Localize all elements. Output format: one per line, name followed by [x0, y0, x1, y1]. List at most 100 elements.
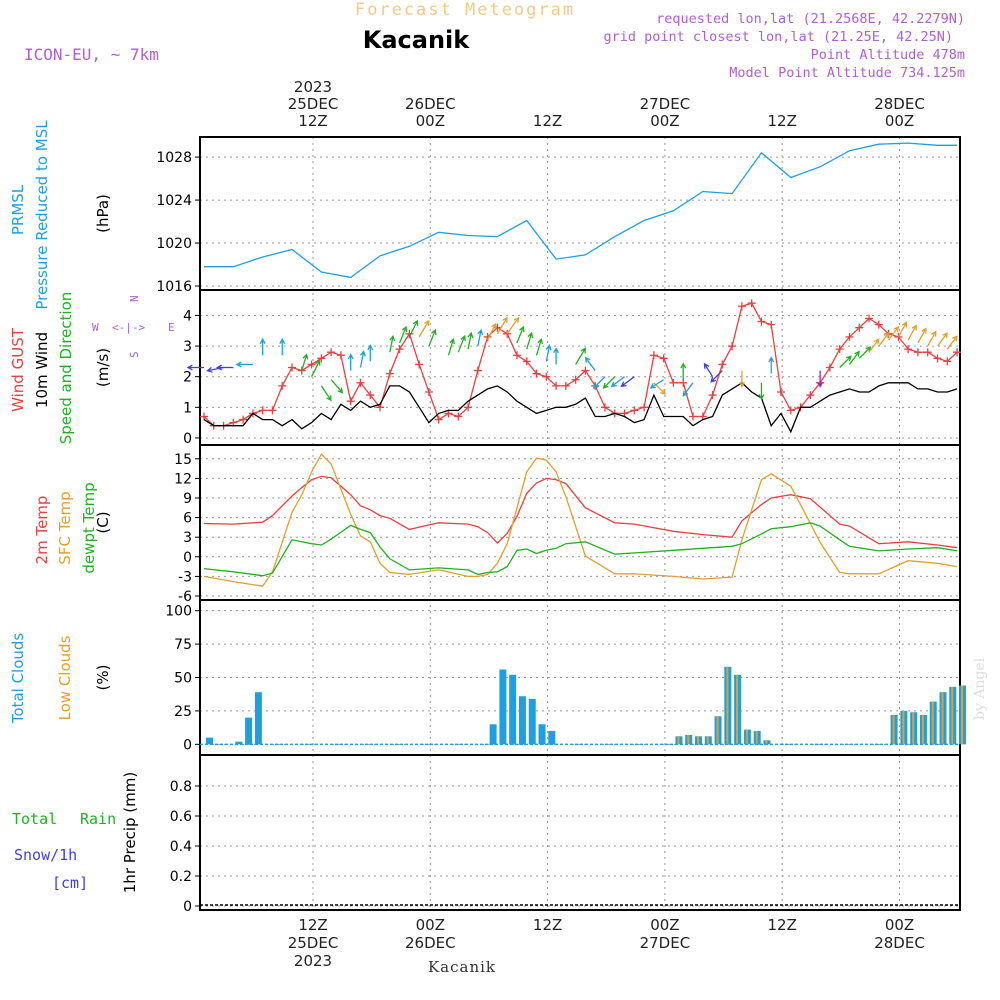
wind-direction-arrow	[259, 337, 266, 356]
cloud-label-low: Low Clouds	[56, 635, 74, 720]
wind-direction-arrow	[457, 334, 466, 353]
gust-marker	[913, 348, 922, 357]
y-tick-label: 1028	[156, 150, 192, 166]
total-cloud-bar	[509, 674, 517, 745]
wind-direction-arrow	[330, 379, 344, 394]
temp-label-2m: 2m Temp	[33, 496, 51, 565]
y-tick-label: 0.6	[170, 809, 192, 825]
gust-marker	[718, 360, 727, 369]
gust-marker	[239, 415, 248, 424]
top-time-label: 12Z	[298, 112, 327, 130]
gust-marker	[689, 412, 697, 421]
bottom-time-label: 12Z	[298, 916, 327, 934]
low-cloud-bar	[706, 736, 709, 745]
point-altitude: Point Altitude 478m	[811, 47, 965, 63]
gust-marker	[503, 329, 512, 338]
y-tick-label: 0.4	[170, 839, 192, 855]
gust-marker	[297, 366, 306, 375]
gust-marker	[473, 366, 482, 375]
gust-marker	[669, 378, 678, 387]
gridpoint-coords: grid point closest lon,lat (21.25E, 42.2…	[604, 29, 954, 45]
wind-direction-arrow	[620, 376, 635, 388]
gust-marker	[640, 403, 649, 412]
low-cloud-bar	[736, 674, 739, 745]
low-cloud-bar	[912, 712, 915, 745]
top-time-label: 27DEC	[640, 95, 691, 113]
wind-direction-arrow	[738, 370, 745, 388]
gust-marker	[865, 314, 874, 323]
gust-marker	[346, 397, 355, 406]
gust-marker	[649, 351, 658, 360]
bottom-time-label: 00Z	[416, 916, 445, 934]
model-altitude: Model Point Altitude 734.125m	[729, 65, 965, 81]
wind-direction-arrow	[347, 353, 354, 371]
gust-marker	[522, 357, 531, 366]
y-tick-label: 1016	[156, 279, 192, 295]
wind-direction-arrow	[487, 322, 497, 341]
wind-direction-arrow	[215, 364, 234, 371]
wind-label-10m: 10m Wind	[33, 332, 51, 408]
gust-marker	[855, 323, 864, 332]
bottom-time-label: 00Z	[650, 916, 679, 934]
gust-marker	[356, 378, 365, 387]
wind-label-gust: Wind GUST	[9, 327, 27, 412]
y-tick-label: 0	[183, 431, 192, 447]
wind-direction-arrow	[710, 370, 723, 383]
low-cloud-bar	[697, 736, 699, 745]
low-cloud-bar	[951, 686, 954, 745]
wind-direction-arrow	[516, 325, 525, 344]
gust-marker	[679, 378, 688, 387]
y-tick-label: 9	[183, 491, 192, 507]
gust-marker	[728, 342, 737, 351]
wind-direction-arrow	[848, 350, 860, 365]
gust-marker	[434, 415, 443, 424]
y-tick-label: 1024	[156, 193, 192, 209]
total-cloud-bar	[489, 724, 497, 745]
y-tick-label: 75	[174, 637, 192, 653]
top-time-label: 12Z	[768, 112, 797, 130]
wind-direction-arrow	[927, 330, 937, 347]
gust-marker	[395, 345, 404, 354]
series-line-wind-1	[203, 381, 958, 434]
wind-direction-arrow	[428, 328, 437, 347]
wind-direction-arrow	[535, 337, 543, 356]
panel-frame-wind	[199, 289, 961, 446]
gust-marker	[835, 345, 844, 354]
gust-marker	[845, 332, 854, 341]
low-cloud-bar	[941, 692, 944, 745]
gust-marker	[600, 403, 609, 412]
gust-marker	[532, 369, 541, 378]
wind-direction-arrow	[946, 335, 958, 350]
wind-direction-arrow	[545, 344, 552, 362]
gust-marker	[747, 299, 756, 308]
y-tick-label: 0.8	[170, 779, 192, 795]
total-cloud-bar	[206, 737, 213, 745]
low-cloud-bar	[961, 685, 964, 745]
gust-marker	[659, 354, 668, 363]
precip-legend-label: [cm]	[52, 874, 88, 892]
gust-marker	[200, 412, 208, 421]
gust-marker	[327, 348, 336, 357]
gust-marker	[336, 351, 345, 360]
bottom-time-label: 12Z	[533, 916, 562, 934]
gust-marker	[767, 320, 776, 329]
wind-direction-arrow	[408, 319, 419, 338]
gust-marker	[454, 412, 463, 421]
gust-marker	[571, 375, 580, 384]
compass-east: E	[168, 321, 175, 334]
temp-label-dewpt: dewpt Temp	[80, 482, 98, 573]
wind-direction-arrow	[575, 347, 586, 365]
wind-compass: W E <-|-> N S	[92, 295, 175, 358]
compass-arrow: <-|->	[112, 321, 145, 334]
top-time-label: 00Z	[885, 112, 914, 130]
wind-direction-arrow	[477, 328, 484, 347]
gust-marker	[366, 391, 375, 400]
pressure-label-prmsl: PRMSL	[9, 184, 27, 235]
wind-direction-arrow	[553, 347, 560, 365]
wind-direction-arrow	[367, 344, 374, 362]
wind-direction-arrow	[680, 362, 687, 380]
gust-marker	[581, 366, 590, 375]
wind-direction-arrow	[506, 316, 520, 335]
